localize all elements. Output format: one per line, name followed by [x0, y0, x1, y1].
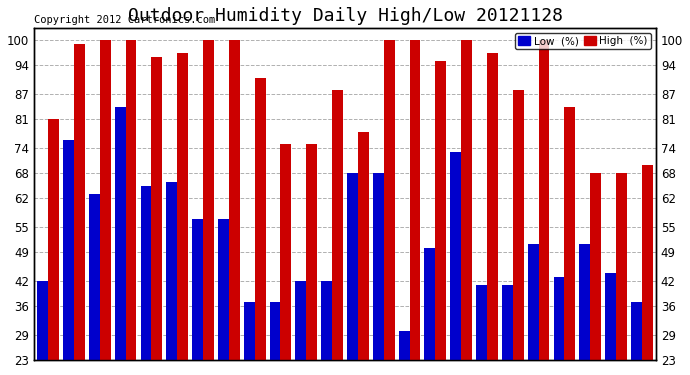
Bar — [358, 132, 368, 375]
Bar — [564, 107, 575, 375]
Bar — [126, 40, 137, 375]
Bar — [244, 302, 255, 375]
Bar — [616, 173, 627, 375]
Bar — [203, 40, 214, 375]
Bar — [487, 53, 497, 375]
Bar — [451, 153, 461, 375]
Bar — [74, 45, 85, 375]
Bar — [115, 107, 126, 375]
Bar — [332, 90, 343, 375]
Bar — [502, 285, 513, 375]
Bar — [152, 57, 162, 375]
Bar — [48, 119, 59, 375]
Bar — [37, 281, 48, 375]
Bar — [141, 186, 152, 375]
Bar — [347, 173, 358, 375]
Bar — [384, 40, 395, 375]
Bar — [528, 244, 538, 375]
Bar — [306, 144, 317, 375]
Bar — [270, 302, 281, 375]
Title: Outdoor Humidity Daily High/Low 20121128: Outdoor Humidity Daily High/Low 20121128 — [128, 7, 562, 25]
Bar — [63, 140, 74, 375]
Bar — [424, 248, 435, 375]
Bar — [605, 273, 616, 375]
Bar — [642, 165, 653, 375]
Bar — [538, 40, 549, 375]
Bar — [281, 144, 291, 375]
Bar — [229, 40, 239, 375]
Bar — [89, 194, 100, 375]
Legend: Low  (%), High  (%): Low (%), High (%) — [515, 33, 651, 50]
Bar — [100, 40, 110, 375]
Bar — [590, 173, 601, 375]
Bar — [461, 40, 472, 375]
Bar — [435, 61, 446, 375]
Bar — [322, 281, 332, 375]
Bar — [476, 285, 487, 375]
Bar — [631, 302, 642, 375]
Bar — [255, 78, 266, 375]
Bar — [193, 219, 203, 375]
Bar — [553, 277, 564, 375]
Bar — [295, 281, 306, 375]
Bar — [166, 182, 177, 375]
Bar — [580, 244, 590, 375]
Text: Copyright 2012 Cartronics.com: Copyright 2012 Cartronics.com — [34, 15, 215, 25]
Bar — [218, 219, 229, 375]
Bar — [513, 90, 524, 375]
Bar — [399, 331, 409, 375]
Bar — [373, 173, 384, 375]
Bar — [177, 53, 188, 375]
Bar — [409, 40, 420, 375]
